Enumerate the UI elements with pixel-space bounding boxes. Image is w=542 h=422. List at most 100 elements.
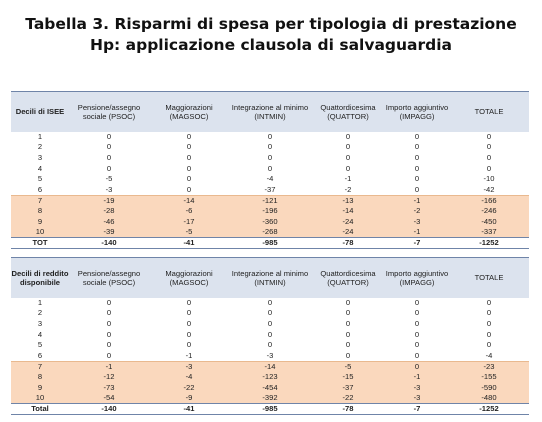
total-cell: -41 [149,236,229,249]
header-intmin: Integrazione al minimo (INTMIN) [229,257,311,298]
table-cell: 0 [414,163,420,173]
table-cell: -22 [149,382,229,393]
table-cell: -14 [311,205,385,217]
table-row: 10 -39 -5 -268 -24 -1 -337 [11,226,529,238]
table-cell: -246 [449,205,529,217]
total-cell: -78 [311,402,385,415]
table-cell: -12 [69,371,149,383]
decile-label: 10 [11,392,69,404]
decile-label: 6 [37,350,43,360]
table-cell: 0 [414,131,420,141]
table-cell: -5 [149,226,229,238]
table-cell: 0 [186,318,192,328]
table-row: 3 0 0 0 0 0 0 [11,153,529,164]
decile-label: 3 [37,152,43,162]
table-row: 10 -54 -9 -392 -22 -3 -480 [11,392,529,404]
table-cell: -166 [449,194,529,206]
table-cell: -22 [311,392,385,404]
table-cell: 0 [267,131,273,141]
table-cell: 0 [414,184,420,194]
table-cell: 0 [486,142,492,152]
header-decile: Decili di ISEE [11,91,69,132]
table-cell: -39 [69,226,149,238]
table-row: 7 -19 -14 -121 -13 -1 -166 [11,194,529,206]
table-cell: -17 [149,216,229,227]
header-psoc: Pensione/assegno sociale (PSOC) [69,91,149,132]
decile-label: 1 [37,131,43,141]
table-cell: 0 [345,329,351,339]
table-cell: -454 [229,382,311,393]
table-cell: 0 [267,329,273,339]
table-row: 6 0 -1 -3 0 0 -4 [11,350,529,361]
document-title: Tabella 3. Risparmi di spesa per tipolog… [0,14,542,56]
total-cell: -7 [385,402,449,415]
table-cell: 0 [267,308,273,318]
table-row: 4 0 0 0 0 0 0 [11,329,529,340]
table-row: 3 0 0 0 0 0 0 [11,319,529,330]
table-row: 8 -28 -6 -196 -14 -2 -246 [11,205,529,217]
table-cell: 0 [267,142,273,152]
total-cell: -985 [229,402,311,415]
table-header-row: Decili di reddito disponibile Pensione/a… [11,257,529,298]
table-cell: -5 [311,360,385,372]
table-cell: 0 [106,131,112,141]
table-cell: 0 [414,297,420,307]
table-cell: -480 [449,392,529,404]
table-cell: 0 [345,131,351,141]
table-cell: 0 [186,131,192,141]
table-cell: 0 [414,174,420,184]
decile-label: 2 [37,308,43,318]
table-row: 6 -3 0 -37 -2 0 -42 [11,184,529,195]
table-cell: 0 [106,329,112,339]
decile-label: 5 [37,340,43,350]
table-cell: 0 [414,350,420,360]
table-cell: -2 [385,205,449,217]
table-row: 5 -5 0 -4 -1 0 -10 [11,174,529,185]
table-cell: -392 [229,392,311,404]
table-cell: 0 [345,163,351,173]
table-row: 9 -73 -22 -454 -37 -3 -590 [11,382,529,393]
table-row: 7 -1 -3 -14 -5 0 -23 [11,360,529,372]
table-cell: 0 [414,308,420,318]
table-cell: 0 [106,318,112,328]
table-cell: -4 [266,174,274,184]
total-label: TOT [11,236,69,249]
table-cell: -3 [385,392,449,404]
table-cell: -590 [449,382,529,393]
table-cell: 0 [267,163,273,173]
title-line-2: Hp: applicazione clausola di salvaguardi… [89,36,453,54]
table-cell: 0 [267,297,273,307]
table-row: 5 0 0 0 0 0 0 [11,340,529,351]
header-impagg: Importo aggiuntivo (IMPAGG) [385,91,449,132]
table-cell: 0 [345,340,351,350]
table-cell: -4 [485,350,493,360]
table-cell: 0 [486,163,492,173]
table-cell: 0 [186,297,192,307]
table-cell: -155 [449,371,529,383]
table-cell: -13 [311,194,385,206]
table-cell: -24 [311,216,385,227]
table-cell: 0 [414,318,420,328]
table-isee-deciles: Decili di ISEE Pensione/assegno sociale … [11,91,529,249]
table-cell: 0 [186,308,192,318]
table-cell: 0 [186,174,192,184]
table-cell: 0 [106,152,112,162]
table-row: 1 0 0 0 0 0 0 [11,298,529,309]
decile-label: 5 [37,174,43,184]
decile-label: 10 [11,226,69,238]
table-cell: -1 [69,360,149,372]
table-cell: -10 [483,174,495,184]
table-cell: 0 [345,318,351,328]
table-cell: -24 [311,226,385,238]
table-cell: 0 [186,142,192,152]
table-cell: 0 [414,142,420,152]
table-cell: -3 [266,350,274,360]
table-cell: 0 [106,350,112,360]
table-cell: 0 [345,308,351,318]
table-cell: -3 [385,382,449,393]
decile-label: 8 [11,371,69,383]
table-cell: -23 [449,360,529,372]
header-totale: TOTALE [449,257,529,298]
total-row: Total -140 -41 -985 -78 -7 -1252 [11,402,529,415]
total-cell: -41 [149,402,229,415]
